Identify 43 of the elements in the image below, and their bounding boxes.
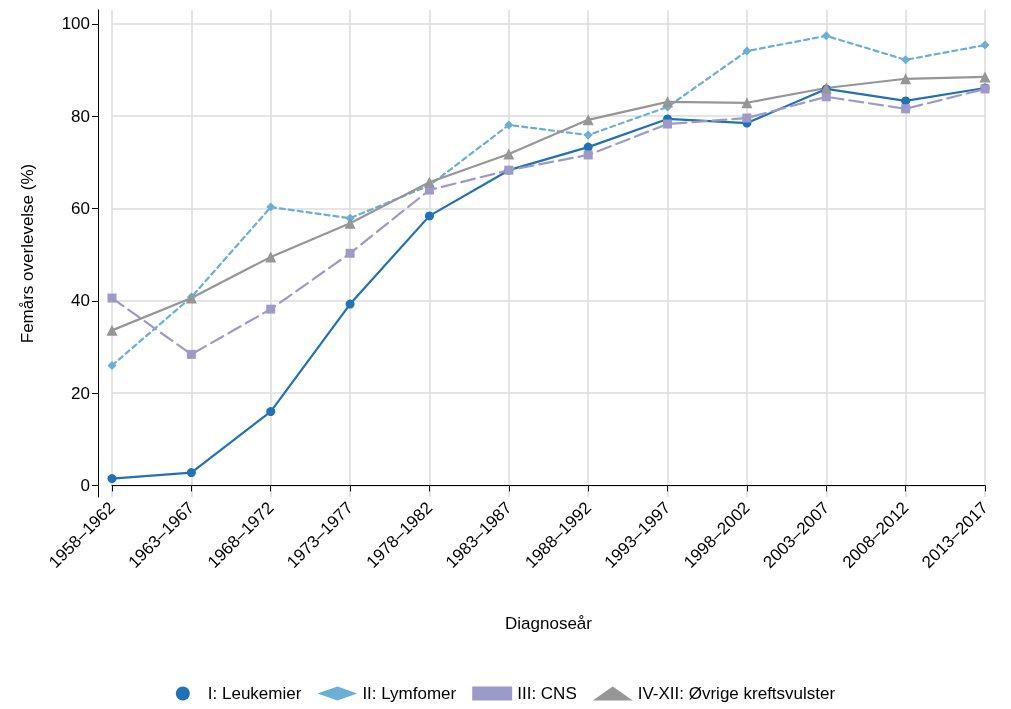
point <box>821 31 831 41</box>
point <box>741 97 753 109</box>
point <box>662 96 674 108</box>
point <box>345 248 355 258</box>
point <box>901 55 911 65</box>
legend-label: IV-XII: Øvrige kreftsvulster <box>637 684 836 703</box>
point <box>742 113 752 123</box>
y-tick-label: 0 <box>80 475 90 495</box>
y-tick-label: 40 <box>71 291 90 311</box>
y-tick-label: 80 <box>71 106 90 126</box>
y-tick-label: 100 <box>61 14 90 34</box>
point <box>663 119 673 129</box>
point <box>266 304 276 314</box>
y-tick-label: 20 <box>71 383 90 403</box>
point <box>107 360 117 370</box>
point <box>344 217 356 229</box>
point <box>345 299 355 309</box>
point <box>186 349 196 359</box>
point <box>503 148 515 160</box>
point <box>980 40 990 50</box>
point <box>266 407 276 417</box>
legend-label: III: CNS <box>517 684 577 703</box>
point <box>266 202 276 212</box>
point <box>901 104 911 114</box>
point <box>423 176 435 188</box>
point <box>424 211 434 221</box>
y-tick-label: 60 <box>71 198 90 218</box>
legend-label: I: Leukemier <box>207 684 302 703</box>
point <box>107 293 117 303</box>
point <box>265 251 277 263</box>
point <box>900 73 912 85</box>
point <box>504 120 514 130</box>
point <box>979 71 991 83</box>
point <box>742 46 752 56</box>
point <box>583 130 593 140</box>
point <box>583 150 593 160</box>
y-axis-title: Femårs overlevelse (%) <box>18 163 37 344</box>
point <box>582 114 594 126</box>
point <box>186 468 196 478</box>
point <box>107 474 117 484</box>
x-axis-title: Diagnoseår <box>505 614 593 633</box>
point <box>106 324 118 336</box>
legend-label: II: Lymfomer <box>362 684 457 703</box>
